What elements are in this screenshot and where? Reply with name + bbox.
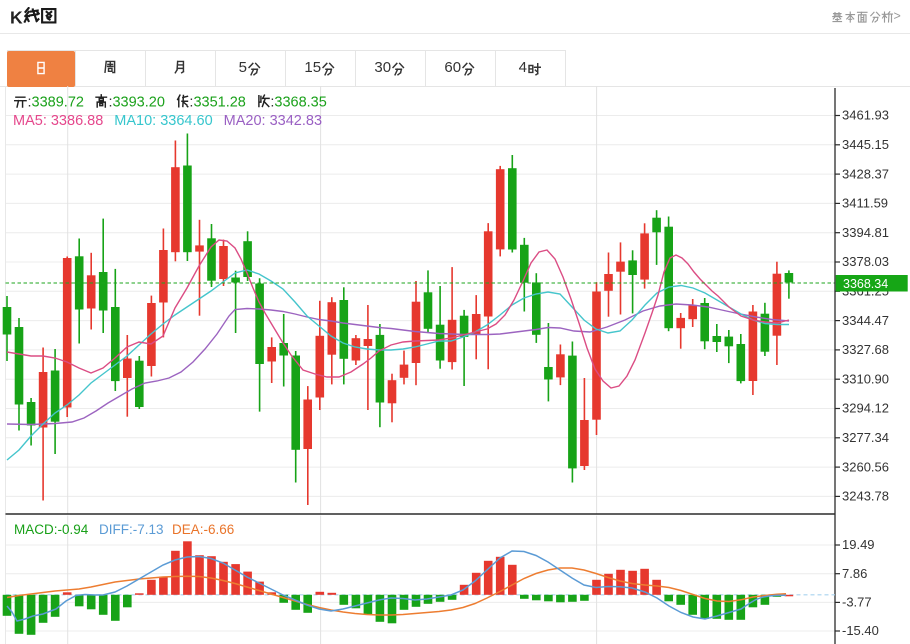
svg-text:3344.47: 3344.47 — [842, 313, 889, 328]
svg-text:7.86: 7.86 — [842, 566, 867, 581]
svg-text:-15.40: -15.40 — [842, 623, 879, 638]
svg-text:3428.37: 3428.37 — [842, 166, 889, 181]
svg-text:3327.68: 3327.68 — [842, 342, 889, 357]
svg-text:3394.81: 3394.81 — [842, 225, 889, 240]
svg-text:3260.56: 3260.56 — [842, 459, 889, 474]
svg-text:19.49: 19.49 — [842, 537, 875, 552]
svg-text:3378.03: 3378.03 — [842, 254, 889, 269]
svg-text:3243.78: 3243.78 — [842, 489, 889, 504]
svg-text:3368.34: 3368.34 — [843, 277, 888, 291]
svg-text:-3.77: -3.77 — [842, 595, 872, 610]
svg-text:3294.12: 3294.12 — [842, 401, 889, 416]
svg-text:3461.93: 3461.93 — [842, 108, 889, 123]
svg-text:3411.59: 3411.59 — [842, 196, 888, 211]
svg-text:3445.15: 3445.15 — [842, 137, 889, 152]
svg-text:3277.34: 3277.34 — [842, 430, 889, 445]
svg-text:3310.90: 3310.90 — [842, 371, 889, 386]
